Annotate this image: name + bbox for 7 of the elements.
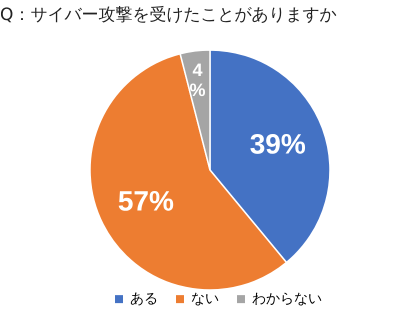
data-label: 39% — [250, 128, 306, 160]
legend-label: ある — [130, 291, 158, 308]
legend-label: ない — [191, 291, 219, 308]
legend-label: わからない — [252, 291, 322, 308]
data-label: 57% — [118, 186, 174, 217]
chart-title: Q：サイバー攻撃を受けたことがありますか — [0, 5, 336, 25]
data-label: 4% — [189, 60, 206, 100]
